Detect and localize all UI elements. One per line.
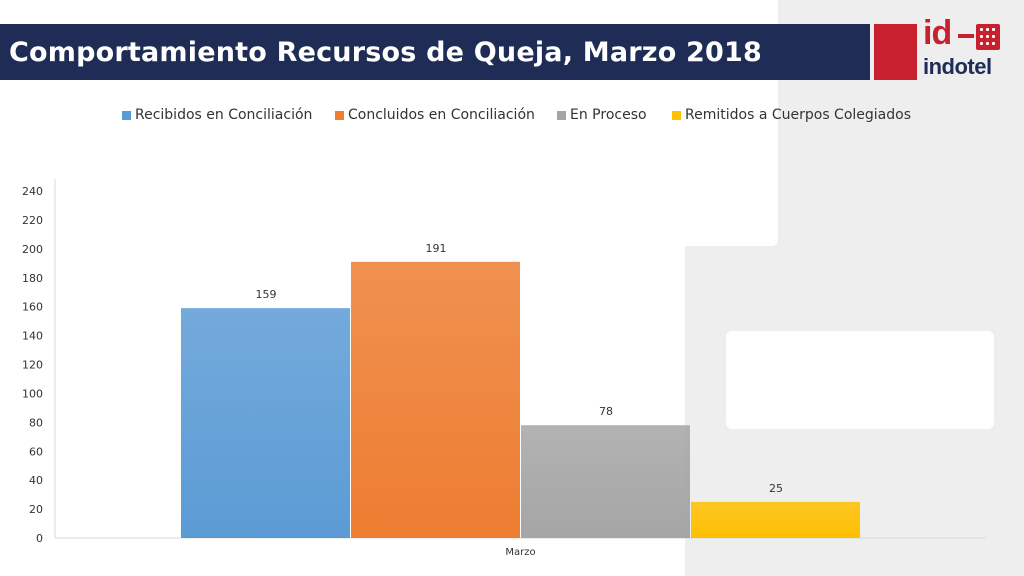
legend-item-concluidos: Concluidos en Conciliación: [335, 104, 535, 126]
data-label: 191: [426, 242, 447, 255]
data-label: 25: [769, 482, 783, 495]
y-tick-label: 160: [22, 301, 43, 314]
y-tick-label: 100: [22, 387, 43, 400]
logo-mark-text: id: [923, 14, 952, 52]
y-tick-label: 40: [29, 474, 43, 487]
logo-red-block: [874, 24, 917, 80]
legend-label: Remitidos a Cuerpos Colegiados: [685, 107, 912, 123]
legend-swatch: [557, 110, 566, 120]
bar-1: [351, 261, 520, 538]
data-label: 159: [256, 288, 277, 301]
x-tick-label: Marzo: [505, 547, 535, 558]
title-bar: Comportamiento Recursos de Queja, Marzo …: [0, 24, 870, 80]
legend-item-remitidos: Remitidos a Cuerpos Colegiados: [672, 104, 911, 126]
y-tick-label: 220: [22, 214, 43, 227]
legend-item-en-proceso: En Proceso: [557, 104, 647, 126]
logo-word-text: indotel: [923, 54, 992, 79]
legend-label: Concluidos en Conciliación: [348, 107, 535, 123]
y-tick-label: 20: [29, 503, 43, 516]
logo-grid-icon: [976, 24, 1000, 50]
legend-swatch: [335, 110, 344, 120]
y-tick-label: 80: [29, 416, 43, 429]
page-title: Comportamiento Recursos de Queja, Marzo …: [9, 37, 763, 68]
legend-label: En Proceso: [570, 107, 647, 123]
legend-swatch: [672, 110, 681, 120]
y-tick-label: 0: [36, 532, 43, 545]
bar-3: [691, 501, 860, 538]
y-tick-label: 60: [29, 445, 43, 458]
y-tick-label: 200: [22, 243, 43, 256]
y-tick-label: 120: [22, 359, 43, 372]
legend-swatch: [122, 110, 131, 120]
bar-0: [181, 308, 350, 538]
y-tick-label: 180: [22, 272, 43, 285]
legend-item-recibidos: Recibidos en Conciliación: [122, 104, 312, 126]
y-tick-label: 240: [22, 185, 43, 198]
chart-legend: Recibidos en Conciliación Concluidos en …: [0, 104, 1024, 126]
data-label: 78: [599, 405, 613, 418]
background-panel-white-mid: [726, 331, 994, 429]
bar-2: [521, 425, 690, 538]
legend-label: Recibidos en Conciliación: [135, 107, 313, 123]
y-tick-label: 140: [22, 330, 43, 343]
logo-dash: [958, 34, 974, 38]
